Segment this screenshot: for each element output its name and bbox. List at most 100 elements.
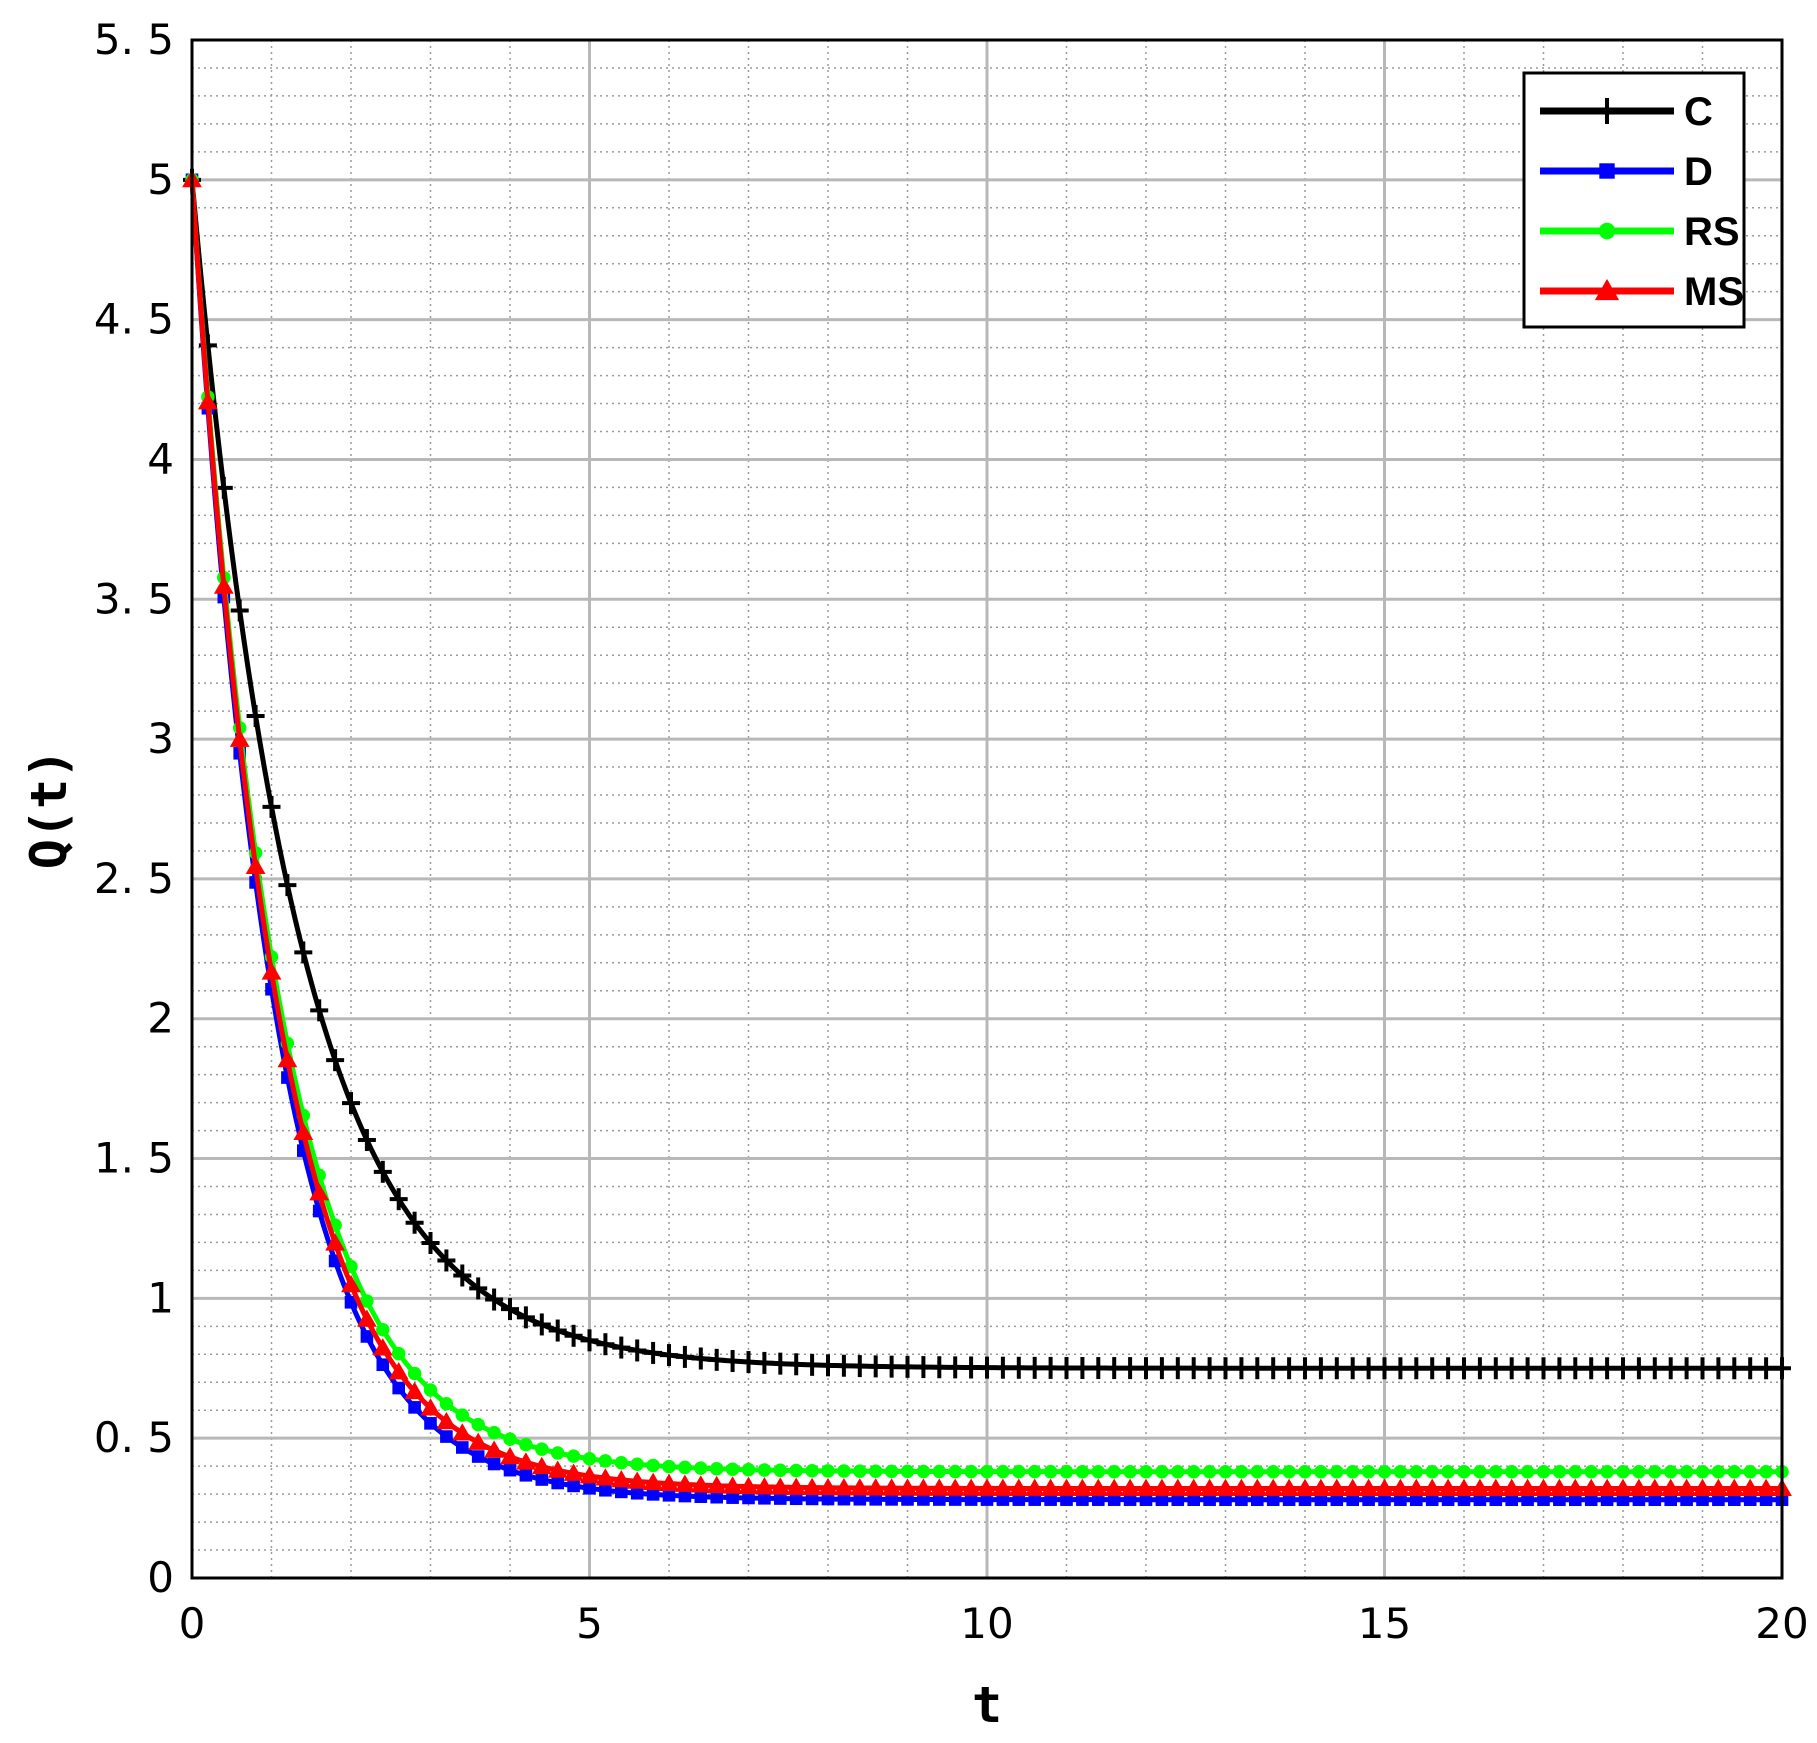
data-point-triangle <box>1533 1478 1554 1496</box>
data-point-triangle <box>611 1469 632 1488</box>
data-point-square <box>1521 1493 1534 1507</box>
y-tick-label: 3 <box>147 714 174 763</box>
data-point-triangle <box>834 1477 854 1496</box>
legend-label: D <box>1684 150 1713 194</box>
x-axis-ticks: 0 5 10 15 20 <box>179 1599 1809 1648</box>
data-point-plus <box>771 1352 790 1375</box>
data-point-plus <box>739 1351 758 1374</box>
data-point-square <box>503 1463 517 1477</box>
data-point-square <box>1664 1493 1677 1507</box>
y-tick-label: 4. 5 <box>94 295 174 344</box>
data-point-square <box>440 1430 453 1443</box>
data-point-circle <box>1107 1464 1121 1479</box>
data-point-square <box>1728 1493 1741 1507</box>
data-point-circle <box>439 1396 454 1411</box>
data-point-triangle <box>372 1338 393 1356</box>
data-point-circle <box>996 1464 1010 1479</box>
data-point-plus <box>803 1353 822 1376</box>
data-point-circle <box>678 1460 692 1475</box>
data-point-plus <box>1661 1357 1680 1380</box>
data-point-circle <box>1250 1464 1265 1479</box>
data-point-square <box>583 1481 596 1495</box>
y-tick-label: 5 <box>147 155 174 204</box>
data-point-plus <box>262 795 281 818</box>
data-point-plus <box>516 1306 535 1329</box>
data-point-square <box>1282 1493 1296 1506</box>
y-tick-label: 2 <box>147 994 174 1043</box>
data-point-plus <box>644 1341 663 1364</box>
data-point-square <box>599 1483 612 1497</box>
data-point-plus <box>1200 1357 1219 1380</box>
data-point-square <box>1680 1493 1693 1507</box>
x-tick-label: 15 <box>1358 1599 1411 1648</box>
data-point-square <box>1076 1493 1089 1506</box>
data-point-circle <box>1075 1464 1090 1479</box>
data-point-circle <box>1536 1464 1551 1479</box>
data-point-square <box>837 1492 851 1506</box>
data-point-plus <box>962 1356 981 1379</box>
data-point-triangle <box>1342 1478 1363 1496</box>
data-point-square <box>1362 1493 1375 1507</box>
data-point-square <box>1410 1493 1423 1507</box>
data-point-plus <box>357 1129 376 1152</box>
data-point-plus <box>1582 1357 1601 1380</box>
data-point-triangle <box>293 1122 314 1140</box>
data-point-triangle <box>277 1049 298 1068</box>
data-point-plus <box>1614 1357 1632 1380</box>
data-point-plus <box>1009 1356 1028 1379</box>
data-point-triangle <box>213 576 234 594</box>
data-point-square <box>1330 1493 1344 1507</box>
data-point-plus <box>660 1344 678 1367</box>
data-point-triangle <box>961 1478 981 1496</box>
data-point-triangle <box>627 1471 648 1489</box>
data-point-plus <box>1439 1357 1458 1380</box>
data-point-triangle <box>659 1473 679 1492</box>
data-point-circle <box>900 1464 915 1479</box>
data-point-square <box>694 1490 708 1503</box>
data-point-triangle <box>1517 1478 1538 1496</box>
data-point-triangle <box>1263 1478 1284 1496</box>
data-point-plus <box>1073 1357 1092 1380</box>
data-point-square <box>567 1479 580 1493</box>
data-point-square <box>1028 1493 1041 1506</box>
data-point-square <box>1553 1493 1566 1507</box>
data-point-circle <box>1727 1464 1742 1479</box>
data-point-square <box>1712 1493 1725 1507</box>
data-point-plus <box>978 1356 996 1379</box>
data-point-triangle <box>1406 1478 1427 1496</box>
data-point-square <box>1092 1493 1105 1506</box>
data-point-circle <box>1598 222 1616 240</box>
data-point-square <box>1599 163 1615 179</box>
data-point-plus <box>1137 1357 1155 1380</box>
data-point-square <box>1616 1493 1630 1507</box>
data-point-plus <box>1152 1357 1171 1380</box>
data-point-square <box>789 1492 803 1506</box>
data-point-plus <box>1518 1357 1537 1380</box>
data-point-circle <box>1043 1464 1058 1479</box>
data-point-plus <box>755 1351 774 1374</box>
data-point-triangle <box>818 1477 838 1496</box>
data-point-triangle <box>675 1474 695 1492</box>
data-point-circle <box>805 1464 819 1478</box>
data-point-plus <box>564 1324 583 1347</box>
data-point-circle <box>725 1462 740 1477</box>
data-point-plus <box>1248 1357 1267 1380</box>
data-point-plus <box>501 1298 519 1321</box>
data-point-circle <box>1155 1464 1169 1479</box>
data-point-triangle <box>245 856 266 875</box>
data-point-triangle <box>1676 1478 1697 1496</box>
data-point-circle <box>1425 1464 1439 1479</box>
data-point-circle <box>1266 1464 1280 1479</box>
data-point-circle <box>487 1425 501 1440</box>
data-point-plus <box>1502 1357 1521 1380</box>
data-point-square <box>471 1450 485 1463</box>
data-point-square <box>1441 1493 1455 1507</box>
data-point-plus <box>834 1354 853 1377</box>
data-point-circle <box>789 1463 803 1478</box>
y-axis-label: Q(t) <box>20 749 78 869</box>
data-point-plus <box>1025 1356 1044 1379</box>
data-point-triangle <box>945 1478 966 1496</box>
data-point-square <box>710 1490 723 1504</box>
data-point-triangle <box>404 1381 425 1400</box>
